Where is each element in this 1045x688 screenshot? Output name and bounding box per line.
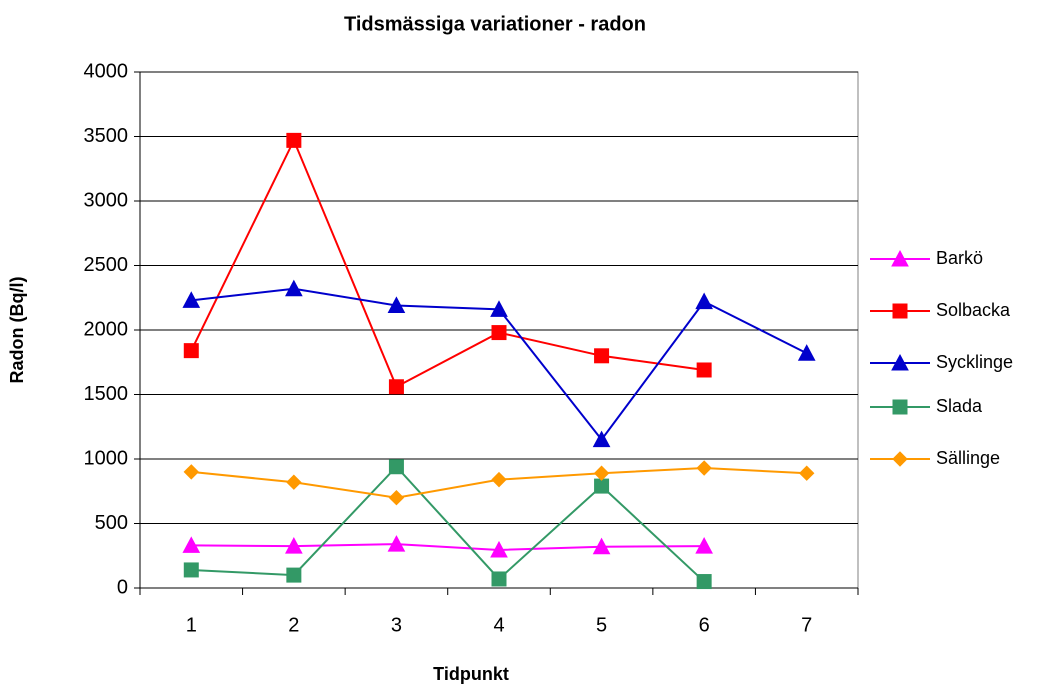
x-tick-label: 2 [288, 614, 299, 636]
data-point [491, 325, 507, 341]
data-point [592, 430, 611, 448]
data-point [594, 348, 610, 364]
y-tick-label: 500 [95, 512, 128, 534]
x-tick-label: 7 [801, 614, 812, 636]
data-point [491, 471, 507, 488]
data-point [592, 537, 611, 555]
legend-label: Barkö [936, 248, 983, 268]
y-tick-label: 1500 [84, 383, 129, 405]
y-tick-label: 4000 [84, 60, 129, 82]
legend-label: Slada [936, 396, 983, 416]
data-point [696, 574, 712, 590]
chart-title: Tidsmässiga variationer - radon [344, 13, 646, 35]
x-tick-label: 1 [186, 614, 197, 636]
series-line [191, 543, 705, 551]
y-tick-label: 3500 [84, 125, 129, 147]
data-point [696, 362, 712, 378]
x-axis-title: Tidpunkt [433, 664, 509, 684]
data-point [285, 537, 303, 554]
data-point [286, 567, 302, 583]
legend-marker [891, 249, 909, 267]
data-point [387, 535, 406, 552]
data-point [388, 489, 405, 506]
data-point [182, 291, 201, 308]
y-tick-label: 0 [117, 576, 128, 598]
data-point [594, 478, 610, 494]
data-point [695, 537, 713, 554]
data-point [388, 459, 404, 475]
data-point [490, 540, 508, 558]
x-tick-label: 4 [493, 614, 504, 636]
x-tick-label: 5 [596, 614, 607, 636]
x-tick-label: 6 [699, 614, 710, 636]
legend-marker [891, 353, 909, 371]
legend-label: Solbacka [936, 300, 1011, 320]
data-point [491, 571, 507, 587]
data-point [593, 465, 610, 481]
y-tick-label: 1000 [84, 447, 129, 469]
data-point [183, 343, 199, 359]
x-tick-label: 3 [391, 614, 402, 636]
data-point [183, 464, 199, 480]
legend-label: Sällinge [936, 448, 1000, 468]
y-tick-label: 2000 [84, 318, 129, 340]
data-point [799, 465, 815, 481]
data-point [696, 460, 712, 476]
y-tick-label: 3000 [84, 189, 129, 211]
data-point [490, 300, 508, 317]
data-point [183, 562, 199, 578]
data-point [182, 536, 201, 553]
data-point [695, 292, 713, 310]
y-axis-title: Radon (Bq/l) [7, 277, 27, 384]
data-point [286, 132, 302, 148]
legend-marker [892, 451, 908, 467]
series-line [190, 137, 705, 389]
data-point [388, 379, 404, 395]
data-point [797, 344, 816, 361]
data-point [286, 474, 302, 490]
legend-marker [892, 399, 908, 415]
series-line [191, 465, 705, 583]
legend-marker [892, 303, 908, 319]
data-point [387, 296, 406, 313]
data-point [285, 279, 303, 297]
y-tick-label: 2500 [84, 254, 129, 276]
legend-label: Sycklinge [936, 352, 1013, 372]
